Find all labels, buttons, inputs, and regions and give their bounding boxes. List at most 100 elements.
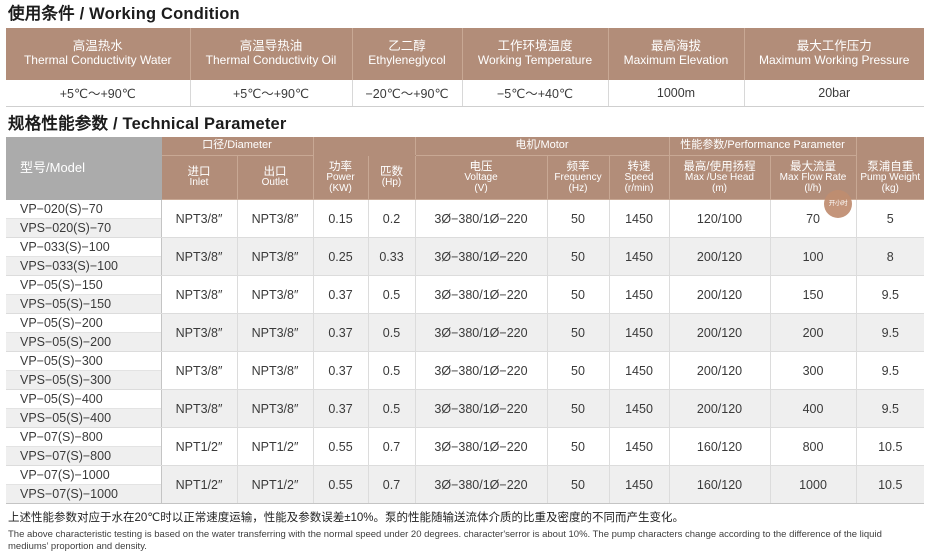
tp-cell-flow: 800 — [770, 427, 857, 466]
wc-header-cn: 乙二醇 — [388, 39, 426, 54]
tp-cell-hp: 0.5 — [368, 389, 416, 428]
tp-model-primary: VP−05(S)−200 — [6, 314, 161, 333]
tp-header-head: 最高/使用扬程 Max /Use Head (m) — [669, 155, 771, 200]
tp-cell-weight: 9.5 — [856, 389, 925, 428]
tp-cell-inlet: NPT3/8″ — [161, 313, 238, 352]
tp-cell-power: 0.37 — [313, 275, 369, 314]
wc-header-cn: 高温导热油 — [239, 39, 303, 54]
tp-cell-frequency: 50 — [547, 465, 610, 504]
tp-header-unit: (V) — [474, 182, 488, 194]
technical-parameter-body: VP−020(S)−70 VPS−020(S)−70 NPT3/8″ NPT3/… — [6, 199, 925, 504]
tp-cell-speed: 1450 — [609, 199, 670, 238]
tp-cell-inlet: NPT3/8″ — [161, 389, 238, 428]
tp-header-en: Max /Use Head — [685, 171, 754, 183]
tp-cell-weight: 9.5 — [856, 275, 925, 314]
tp-cell-flow: 400 — [770, 389, 857, 428]
tp-cell-hp: 0.5 — [368, 351, 416, 390]
tp-header-cn: 最大流量 — [790, 160, 837, 173]
tp-header-cn: 电压 — [469, 160, 493, 173]
tp-cell-inlet: NPT3/8″ — [161, 199, 238, 238]
tp-header-frequency: 频率 Frequency (Hz) — [547, 155, 610, 200]
tp-cell-outlet: NPT1/2″ — [237, 465, 314, 504]
tp-model-primary: VP−05(S)−150 — [6, 276, 161, 295]
tp-cell-model: VP−05(S)−400 VPS−05(S)−400 — [6, 389, 162, 428]
tp-header-cn: 转速 — [627, 160, 651, 173]
tp-cell-model: VP−05(S)−300 VPS−05(S)−300 — [6, 351, 162, 390]
tp-cell-speed: 1450 — [609, 275, 670, 314]
tp-cell-flow: 150 — [770, 275, 857, 314]
tp-cell-outlet: NPT3/8″ — [237, 237, 314, 276]
tp-cell-weight: 9.5 — [856, 313, 925, 352]
tp-cell-inlet: NPT3/8″ — [161, 351, 238, 390]
tp-header-en: Speed — [624, 171, 654, 183]
tp-cell-hp: 0.5 — [368, 275, 416, 314]
tp-cell-head: 200/120 — [669, 389, 771, 428]
wc-value-thermal-oil: +5℃～+90℃ — [190, 79, 353, 107]
tp-cell-speed: 1450 — [609, 465, 670, 504]
tp-model-primary: VP−07(S)−800 — [6, 428, 161, 447]
technical-parameter-table: 型号/Model 口径/Diameter 电机/Motor 性能参数/Perfo… — [6, 137, 925, 504]
tp-cell-frequency: 50 — [547, 237, 610, 276]
wc-header-ethyleneglycol: 乙二醇 Ethyleneglycol — [352, 27, 463, 80]
tp-cell-flow: 70 — [770, 199, 857, 238]
wc-value-maximum-working-pressure: 20bar — [744, 79, 924, 107]
tp-header-flow-rate: 最大流量 Max Flow Rate (l/h) — [770, 155, 857, 200]
tp-cell-outlet: NPT3/8″ — [237, 199, 314, 238]
tp-cell-flow: 200 — [770, 313, 857, 352]
tp-cell-voltage: 3Ø−380/1Ø−220 — [415, 351, 548, 390]
tp-header-cn: 最高/使用扬程 — [683, 160, 756, 173]
tp-cell-voltage: 3Ø−380/1Ø−220 — [415, 465, 548, 504]
working-condition-title: 使用条件 / Working Condition — [8, 5, 240, 23]
tp-cell-inlet: NPT1/2″ — [161, 465, 238, 504]
tp-cell-outlet: NPT3/8″ — [237, 351, 314, 390]
tp-header-en: Inlet — [189, 177, 209, 189]
tp-model-secondary: VPS−07(S)−800 — [6, 447, 161, 465]
tp-cell-weight: 9.5 — [856, 351, 925, 390]
wc-header-cn: 最高海拔 — [650, 39, 701, 54]
table-row: VP−05(S)−300 VPS−05(S)−300 NPT3/8″ NPT3/… — [6, 351, 925, 390]
tp-cell-outlet: NPT3/8″ — [237, 275, 314, 314]
tp-header-outlet: 出口 Outlet — [237, 155, 314, 200]
tp-header-unit: (l/h) — [804, 182, 822, 194]
tp-group-spacer-right — [856, 137, 925, 156]
tp-cell-inlet: NPT3/8″ — [161, 237, 238, 276]
wc-header-en: Ethyleneglycol — [368, 52, 446, 67]
tp-header-cn: 频率 — [566, 160, 590, 173]
wc-header-cn: 高温热水 — [72, 39, 123, 54]
tp-model-secondary: VPS−05(S)−300 — [6, 371, 161, 389]
tp-header-hp: 匹数 (Hp) — [368, 155, 416, 200]
footnote: 上述性能参数对应于水在20℃时以正常速度运输，性能及参数误差±10%。泵的性能随… — [6, 504, 924, 553]
tp-header-en: Pump Weight — [860, 171, 921, 183]
tp-cell-flow: 100 — [770, 237, 857, 276]
working-condition-value-row: +5℃～+90℃ +5℃～+90℃ −20℃～+90℃ −5℃～+40℃ 100… — [6, 79, 924, 107]
tp-group-header-row: 型号/Model 口径/Diameter 电机/Motor 性能参数/Perfo… — [6, 137, 925, 200]
tp-model-secondary: VPS−05(S)−400 — [6, 409, 161, 427]
wc-value-ethyleneglycol: −20℃～+90℃ — [352, 79, 463, 107]
wc-value-working-temperature: −5℃～+40℃ — [462, 79, 609, 107]
tp-cell-speed: 1450 — [609, 237, 670, 276]
tp-header-cn: 功率 — [329, 160, 352, 173]
table-row: VP−020(S)−70 VPS−020(S)−70 NPT3/8″ NPT3/… — [6, 199, 925, 238]
tp-cell-power: 0.15 — [313, 199, 369, 238]
tp-cell-outlet: NPT3/8″ — [237, 389, 314, 428]
tp-cell-head: 200/120 — [669, 237, 771, 276]
tp-header-power: 功率 Power (KW) — [313, 155, 369, 200]
tp-cell-speed: 1450 — [609, 351, 670, 390]
wc-header-maximum-elevation: 最高海拔 Maximum Elevation — [608, 27, 745, 80]
tp-cell-hp: 0.7 — [368, 427, 416, 466]
tp-group-diameter: 口径/Diameter — [161, 137, 314, 156]
tp-header-model: 型号/Model — [6, 137, 162, 200]
tp-cell-model: VP−05(S)−200 VPS−05(S)−200 — [6, 313, 162, 352]
tp-header-cn: 出口 — [263, 165, 287, 178]
tp-model-primary: VP−07(S)−1000 — [6, 466, 161, 485]
tp-header-unit: (m) — [712, 182, 728, 194]
tp-header-unit: (KW) — [329, 182, 352, 194]
tp-cell-flow: 1000 — [770, 465, 857, 504]
wc-header-en: Working Temperature — [477, 52, 593, 67]
tp-cell-voltage: 3Ø−380/1Ø−220 — [415, 237, 548, 276]
tp-cell-power: 0.55 — [313, 427, 369, 466]
tp-cell-model: VP−05(S)−150 VPS−05(S)−150 — [6, 275, 162, 314]
tp-model-secondary: VPS−05(S)−200 — [6, 333, 161, 351]
tp-header-unit: (Hz) — [568, 182, 588, 194]
tp-cell-frequency: 50 — [547, 275, 610, 314]
